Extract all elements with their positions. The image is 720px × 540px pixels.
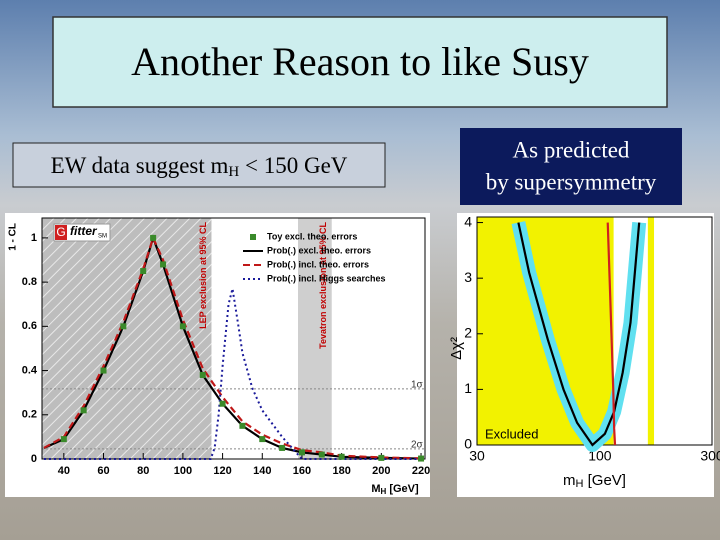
x-axis-label-sub: H (380, 487, 386, 496)
charts: LEP exclusion at 95% CL Tevatron exclusio… (5, 213, 720, 497)
region-label: LEP exclusion at 95% CL (198, 222, 208, 329)
x-tick-label: 200 (372, 465, 390, 477)
x-tick-label: 40 (58, 465, 70, 477)
data-point (140, 268, 147, 275)
data-point (259, 436, 266, 443)
x-tick-label: 300 (700, 448, 720, 464)
data-point (80, 407, 87, 414)
series-line (606, 222, 617, 446)
region-label: Excluded (485, 426, 538, 441)
data-point (160, 261, 167, 268)
title-box (52, 16, 668, 108)
caption-text: < 150 GeV (239, 153, 348, 178)
y-axis-label: Δχ² (448, 337, 465, 360)
x-tick-label: 80 (137, 465, 149, 477)
x-axis-label: mH [GeV] (563, 472, 626, 490)
y-tick-label: 1 (464, 380, 472, 396)
right-caption-box (460, 128, 682, 205)
y-axis-label: 1 - CL (8, 223, 19, 251)
y-tick-label: 1 (31, 232, 37, 244)
x-axis-label-text: m (563, 472, 576, 489)
x-axis-label-text: [GeV] (386, 483, 419, 495)
right-caption: As predicted (513, 137, 630, 162)
reference-label: 2σ (411, 439, 424, 450)
right-caption: by supersymmetry (486, 169, 657, 194)
y-tick-label: 0.4 (22, 364, 38, 376)
legend-label: Prob(.) incl. Higgs searches (267, 273, 386, 283)
region-label: Tevatron exclusion at 95% CL (318, 222, 328, 349)
slide-title: Another Reason to like Susy (131, 39, 589, 84)
x-tick-label: 140 (253, 465, 271, 477)
data-point (239, 422, 246, 429)
data-point (418, 455, 425, 462)
region (647, 217, 655, 445)
y-tick-label: 4 (464, 213, 472, 229)
data-point (318, 451, 325, 458)
data-point (179, 323, 186, 330)
logo-box (53, 223, 111, 242)
y-tick-label: 0 (464, 436, 472, 452)
series-line (43, 288, 422, 460)
x-tick-label: 100 (174, 465, 192, 477)
x-tick-label: 60 (97, 465, 109, 477)
y-tick-label: 2 (464, 324, 472, 340)
x-axis-label-text: M (371, 483, 380, 495)
logo-name: fitter (70, 224, 98, 238)
caption-sub: H (228, 164, 239, 180)
region (297, 218, 332, 459)
y-tick-label: 3 (464, 269, 472, 285)
legend-swatch (250, 234, 256, 240)
data-point (298, 449, 305, 456)
x-tick-label: 120 (213, 465, 231, 477)
x-axis-label-sub: H (576, 478, 584, 490)
y-tick-label: 0.6 (22, 320, 37, 332)
data-point (60, 436, 67, 443)
axes-frame (41, 217, 426, 460)
x-axis-label-text: [GeV] (583, 472, 626, 489)
x-tick-label: 220 (412, 465, 430, 477)
data-point (120, 323, 127, 330)
x-tick-label: 180 (332, 465, 350, 477)
logo-sub: SM (98, 234, 107, 240)
x-tick-label: 160 (293, 465, 311, 477)
data-point (100, 367, 107, 374)
reference-label: 1σ (411, 380, 424, 391)
data-point (338, 453, 345, 460)
data-point (150, 234, 157, 241)
data-point (199, 371, 206, 378)
data-point (219, 400, 226, 407)
logo-letter: G (56, 225, 65, 239)
y-tick-label: 0.8 (22, 276, 37, 288)
legend-label: Prob(.) incl. theo. errors (267, 259, 369, 269)
caption-text: EW data suggest m (51, 153, 229, 178)
left-caption: EW data suggest mH < 150 GeV (51, 153, 348, 180)
y-tick-label: 0 (31, 453, 37, 465)
x-axis-label: MH [GeV] (371, 483, 419, 496)
series-line (517, 222, 641, 447)
data-point (279, 444, 286, 451)
y-tick-label: 0.2 (22, 409, 37, 421)
legend-label: Toy excl. theo. errors (267, 231, 357, 241)
legend-label: Prob(.) excl. theo. errors (267, 245, 371, 255)
x-tick-label: 30 (469, 448, 485, 464)
logo-mark (55, 225, 67, 240)
region (42, 218, 212, 459)
left-caption-box (12, 142, 386, 188)
data-point (378, 454, 385, 461)
